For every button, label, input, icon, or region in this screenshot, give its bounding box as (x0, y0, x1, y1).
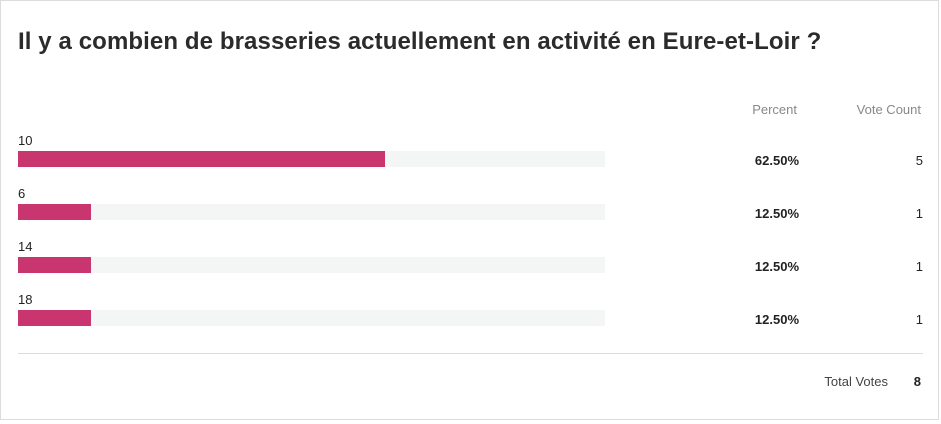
option-label: 14 (18, 239, 33, 254)
poll-option-row: 6 12.50% 1 (18, 186, 923, 226)
result-bar-track (18, 151, 605, 167)
option-vote-count: 1 (915, 312, 923, 327)
option-vote-count: 1 (915, 259, 923, 274)
poll-option-row: 18 12.50% 1 (18, 292, 923, 332)
result-bar-fill (18, 257, 92, 273)
option-label: 10 (18, 133, 33, 148)
percent-column-header: Percent (752, 102, 797, 117)
results-divider (18, 353, 923, 354)
result-bar-track (18, 204, 605, 220)
option-label: 18 (18, 292, 33, 307)
option-percent: 12.50% (754, 259, 799, 274)
option-vote-count: 1 (915, 206, 923, 221)
result-bar-fill (18, 310, 92, 326)
vote-count-column-header: Vote Count (856, 102, 921, 117)
total-votes-label: Total Votes (824, 374, 888, 389)
total-votes-value: 8 (913, 374, 921, 389)
result-bar-fill (18, 204, 92, 220)
poll-option-row: 14 12.50% 1 (18, 239, 923, 279)
result-bar-track (18, 310, 605, 326)
poll-option-row: 10 62.50% 5 (18, 133, 923, 173)
option-label: 6 (18, 186, 26, 201)
result-bar-track (18, 257, 605, 273)
option-percent: 12.50% (754, 312, 799, 327)
poll-question-title: Il y a combien de brasseries actuellemen… (18, 28, 822, 55)
option-vote-count: 5 (915, 153, 923, 168)
result-bar-fill (18, 151, 385, 167)
option-percent: 62.50% (754, 153, 799, 168)
option-percent: 12.50% (754, 206, 799, 221)
